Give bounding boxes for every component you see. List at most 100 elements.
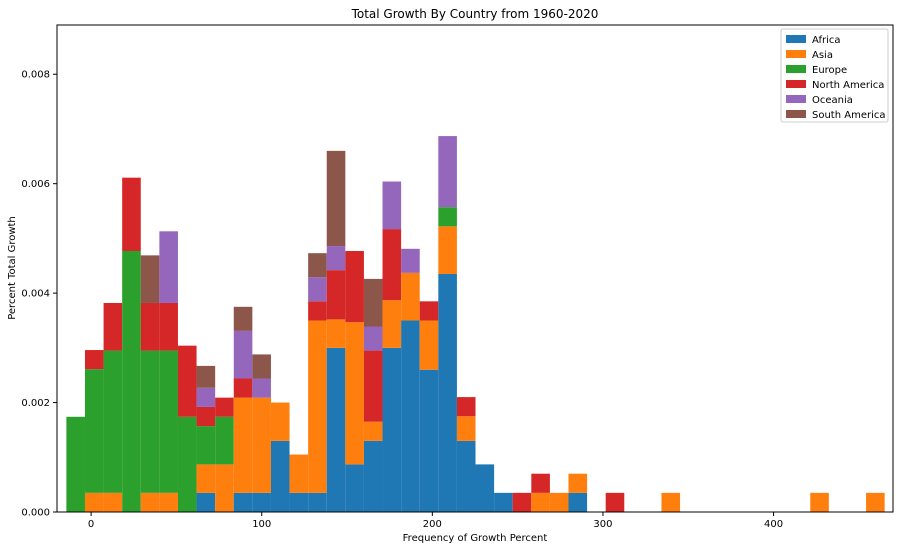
- bar-3-2: [103, 302, 123, 351]
- bar-5-10: [252, 354, 271, 379]
- y-axis-label: Percent Total Growth: [7, 216, 18, 320]
- bar-5-9: [233, 306, 253, 331]
- bar-3-17: [382, 229, 402, 301]
- bar-1-16: [363, 421, 383, 441]
- bar-4-7: [196, 387, 216, 407]
- bar-0-15: [345, 464, 364, 512]
- bar-1-4: [140, 492, 160, 512]
- bar-0-21: [456, 440, 476, 512]
- legend-swatch-2: [786, 65, 806, 73]
- bar-0-11: [270, 440, 290, 512]
- bar-5-13: [308, 253, 327, 278]
- bar-1-18: [401, 272, 420, 321]
- legend-swatch-1: [786, 50, 806, 58]
- bar-0-9: [233, 492, 253, 512]
- bar-1-8: [215, 464, 234, 512]
- legend-label-1: Asia: [812, 50, 833, 61]
- y-tick-label-1: 0.002: [21, 398, 50, 409]
- bar-0-20: [438, 273, 457, 512]
- bar-1-32: [661, 492, 681, 512]
- bar-1-7: [196, 464, 216, 493]
- bar-4-16: [363, 326, 383, 351]
- legend-swatch-4: [786, 95, 806, 103]
- bar-0-17: [382, 347, 402, 512]
- bar-3-4: [140, 302, 160, 351]
- legend-label-3: North America: [812, 80, 884, 91]
- bar-1-21: [456, 416, 476, 441]
- bar-1-26: [549, 492, 569, 512]
- bar-5-16: [363, 278, 383, 327]
- bar-1-12: [289, 454, 309, 493]
- legend-label-2: Europe: [812, 65, 847, 76]
- bar-3-19: [419, 301, 439, 321]
- bar-1-2: [103, 492, 123, 512]
- bar-2-2: [103, 350, 123, 493]
- bar-0-27: [568, 492, 588, 512]
- bar-1-1: [84, 492, 104, 512]
- bar-1-19: [419, 320, 439, 370]
- bar-3-6: [177, 345, 197, 417]
- bar-4-13: [308, 277, 327, 302]
- bar-4-18: [401, 248, 420, 273]
- y-tick-label-2: 0.004: [21, 289, 50, 300]
- bar-1-9: [233, 397, 253, 493]
- bar-3-24: [512, 492, 532, 512]
- bar-0-10: [252, 492, 271, 512]
- bar-1-27: [568, 473, 588, 493]
- bar-1-14: [326, 319, 346, 348]
- bar-3-8: [215, 397, 234, 417]
- plot-frame: [56, 24, 894, 513]
- legend-swatch-5: [786, 110, 806, 118]
- bar-0-13: [308, 492, 327, 512]
- legend: Africa Asia Europe North America Oceania Sout…: [780, 28, 889, 123]
- bar-1-15: [345, 322, 364, 465]
- legend-swatch-0: [786, 35, 806, 43]
- x-tick-label-3: 300: [593, 519, 612, 530]
- bar-0-22: [475, 464, 495, 512]
- bar-2-7: [196, 426, 216, 465]
- bar-4-5: [159, 231, 178, 303]
- bar-2-6: [177, 416, 197, 512]
- bar-3-13: [308, 301, 327, 321]
- bar-3-15: [345, 250, 364, 323]
- bar-3-14: [326, 270, 346, 320]
- bar-1-20: [438, 226, 457, 274]
- bar-3-1: [84, 350, 104, 370]
- bar-5-4: [140, 255, 160, 303]
- bar-2-5: [159, 350, 178, 493]
- bar-0-14: [326, 347, 346, 512]
- x-tick-label-2: 200: [423, 519, 442, 530]
- bar-3-3: [122, 177, 141, 251]
- bar-1-43: [866, 492, 885, 512]
- bar-5-7: [196, 365, 216, 388]
- chart-title: Total Growth By Country from 1960-2020: [351, 7, 599, 21]
- bar-2-3: [122, 250, 141, 513]
- bar-1-11: [270, 402, 290, 441]
- bar-3-25: [531, 473, 550, 493]
- bars-group: [66, 136, 885, 513]
- bar-1-13: [308, 320, 327, 493]
- bar-3-5: [159, 302, 178, 351]
- bar-1-25: [531, 492, 550, 512]
- bar-3-16: [363, 350, 383, 422]
- legend-label-4: Oceania: [812, 95, 853, 106]
- y-tick-label-4: 0.008: [21, 70, 50, 81]
- x-tick-label-4: 400: [764, 519, 783, 530]
- bar-4-9: [233, 330, 253, 379]
- bar-1-17: [382, 300, 402, 348]
- bar-2-1: [84, 369, 104, 493]
- bar-3-9: [233, 378, 253, 398]
- bar-1-5: [159, 492, 178, 512]
- bar-0-19: [419, 369, 439, 512]
- bar-0-12: [289, 492, 309, 512]
- x-tick-label-1: 100: [252, 519, 271, 530]
- bar-3-29: [605, 492, 625, 512]
- legend-box: [780, 28, 889, 123]
- bar-4-20: [438, 136, 457, 208]
- x-tick-label-0: 0: [88, 519, 94, 530]
- y-tick-label-3: 0.006: [21, 179, 50, 190]
- bar-4-14: [326, 246, 346, 271]
- legend-label-5: South America: [812, 110, 886, 121]
- legend-swatch-3: [786, 80, 806, 88]
